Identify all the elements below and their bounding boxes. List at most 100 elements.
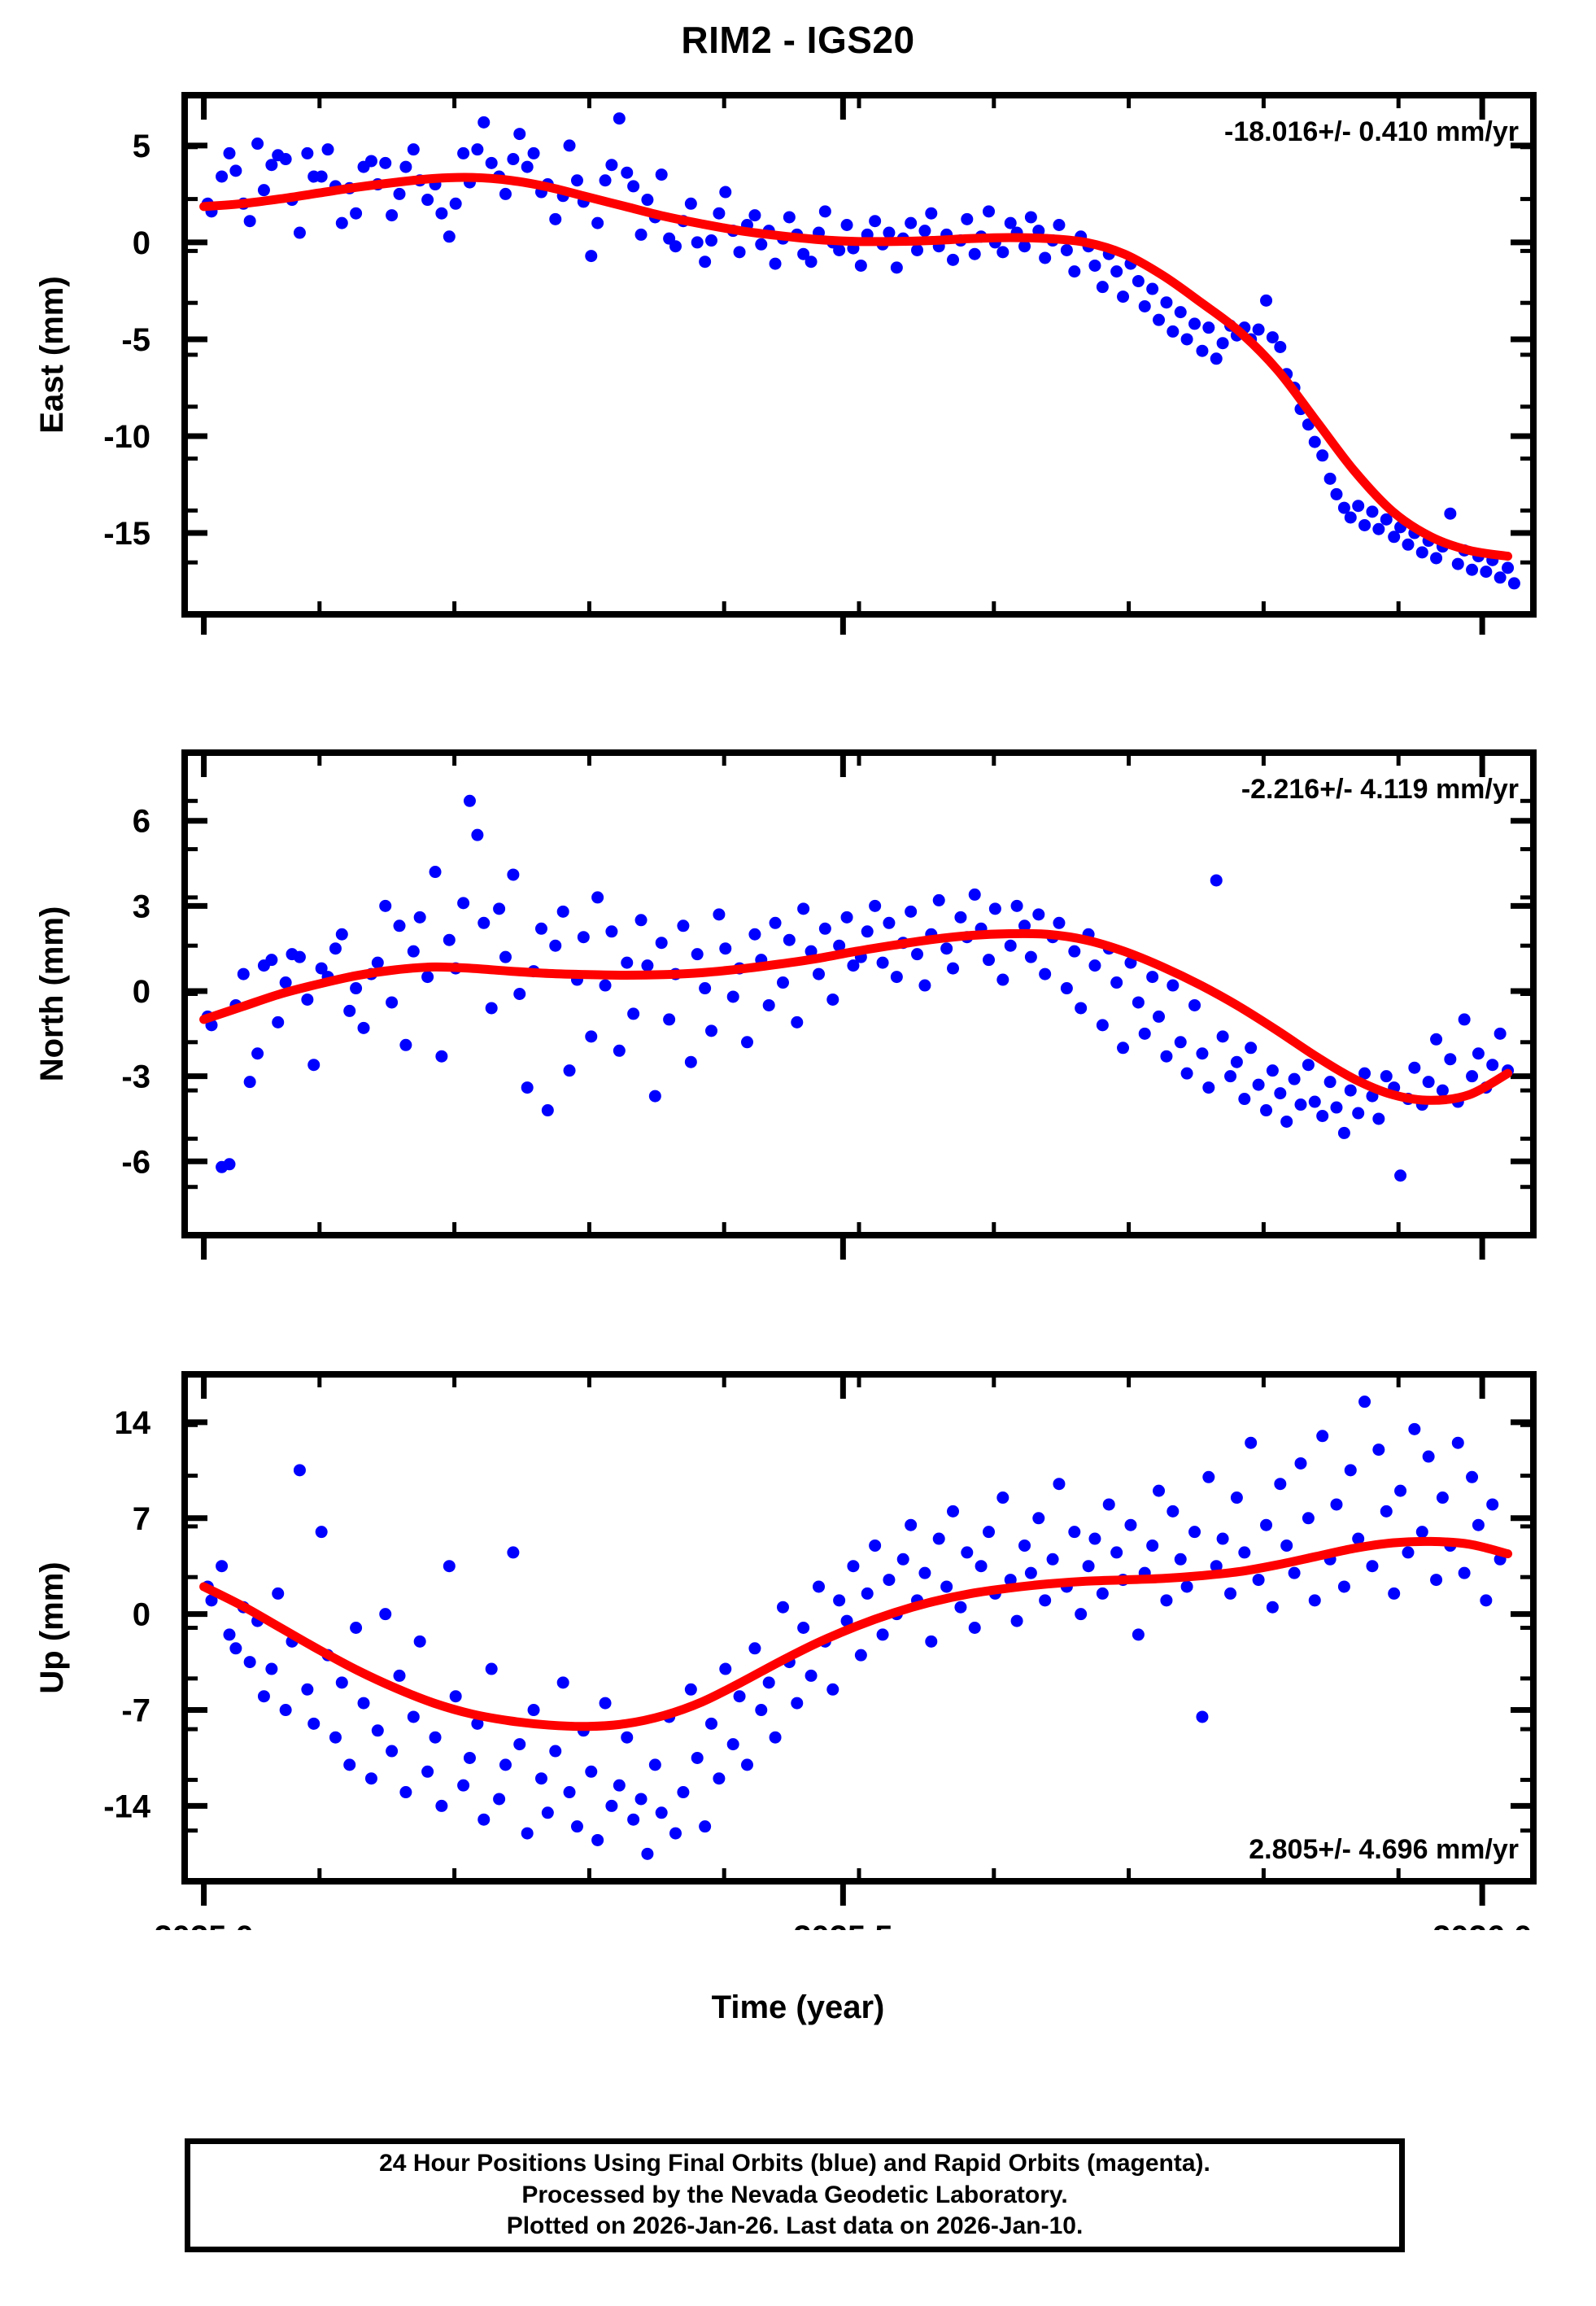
data-point — [1337, 1126, 1350, 1139]
data-point — [570, 1820, 583, 1833]
data-point — [343, 1004, 356, 1017]
caption-line-3: Plotted on 2026-Jan-26. Last data on 202… — [506, 2212, 1084, 2240]
y-tick-label: -10 — [103, 419, 150, 455]
data-point — [947, 253, 960, 266]
data-point — [521, 160, 534, 173]
data-point — [968, 247, 981, 260]
data-point — [1018, 240, 1031, 253]
data-point — [605, 925, 618, 938]
data-point — [1266, 1064, 1279, 1077]
data-point — [1096, 281, 1109, 294]
data-point — [1480, 1594, 1493, 1607]
data-point — [776, 1601, 789, 1614]
data-point — [301, 993, 314, 1006]
data-point — [279, 153, 292, 166]
data-point — [805, 1669, 818, 1682]
data-point — [1358, 1395, 1371, 1408]
data-point — [329, 1731, 342, 1744]
data-point — [527, 146, 540, 159]
data-point — [996, 246, 1009, 259]
data-point — [896, 1553, 909, 1566]
data-point — [641, 194, 654, 207]
y-tick-label: 0 — [133, 225, 150, 261]
y-tick-label: -14 — [103, 1788, 151, 1824]
data-point — [791, 1015, 804, 1029]
data-point — [776, 976, 789, 989]
data-point — [719, 186, 732, 199]
data-point — [1466, 1470, 1479, 1483]
data-point — [1451, 557, 1464, 570]
data-point — [1344, 1084, 1357, 1097]
fit-line — [199, 173, 1513, 561]
data-point — [257, 184, 270, 197]
data-point — [1436, 1491, 1449, 1505]
caption-box: 24 Hour Positions Using Final Orbits (bl… — [185, 2138, 1405, 2252]
data-point — [876, 1628, 889, 1641]
data-point — [350, 207, 363, 220]
data-point — [1245, 1042, 1258, 1055]
data-point — [315, 1526, 328, 1539]
data-point — [265, 159, 278, 172]
data-point — [251, 138, 264, 151]
data-point — [499, 950, 512, 963]
data-point — [869, 1539, 882, 1552]
data-point — [429, 1731, 442, 1744]
data-point — [932, 1532, 945, 1545]
data-point — [762, 998, 775, 1011]
data-point — [1053, 219, 1066, 231]
data-point — [869, 899, 882, 912]
data-point — [755, 238, 768, 251]
data-point — [1430, 1033, 1443, 1046]
data-point — [1153, 1484, 1166, 1497]
data-point — [265, 1662, 278, 1675]
data-point — [883, 916, 896, 929]
data-point — [1068, 265, 1081, 278]
data-point — [833, 939, 846, 952]
data-point — [1451, 1436, 1464, 1449]
data-point — [762, 1676, 775, 1689]
data-point — [961, 1546, 974, 1559]
data-point — [704, 1024, 717, 1037]
data-point — [329, 942, 342, 955]
data-point — [1024, 950, 1037, 963]
data-point — [947, 1505, 960, 1518]
data-point — [1337, 501, 1350, 514]
panel-east-svg: 50-5-10-152025.02025.52026.0-18.016+/- 0… — [34, 92, 1537, 635]
data-point — [471, 1717, 484, 1730]
data-point — [1039, 1594, 1052, 1607]
data-point — [861, 1587, 874, 1600]
data-point — [769, 257, 782, 270]
data-point — [1507, 577, 1520, 590]
data-point — [648, 1090, 661, 1103]
data-point — [1068, 945, 1081, 958]
data-point — [1380, 1505, 1393, 1518]
data-point — [911, 243, 924, 256]
data-point — [797, 902, 810, 915]
data-point — [805, 255, 818, 269]
data-point — [1430, 1574, 1443, 1587]
data-point — [457, 146, 470, 159]
data-point — [1402, 1546, 1415, 1559]
data-point — [684, 197, 697, 210]
data-point — [627, 1007, 640, 1020]
data-point — [1252, 1574, 1265, 1587]
data-point — [350, 982, 363, 995]
data-point — [655, 937, 668, 950]
data-point — [699, 982, 712, 995]
data-point — [1402, 538, 1415, 551]
data-point — [1146, 282, 1159, 295]
data-point — [205, 1594, 218, 1607]
data-point — [1372, 1112, 1385, 1125]
data-point — [443, 933, 456, 946]
data-point — [591, 891, 604, 904]
data-point — [733, 246, 746, 259]
data-point — [932, 893, 945, 906]
data-point — [704, 234, 717, 247]
data-point — [1046, 1553, 1059, 1566]
data-point — [1394, 1484, 1407, 1497]
data-point — [691, 1751, 704, 1764]
data-point — [1316, 449, 1329, 462]
data-point — [1486, 1498, 1499, 1511]
data-point — [1260, 294, 1273, 307]
data-point — [1117, 290, 1130, 304]
